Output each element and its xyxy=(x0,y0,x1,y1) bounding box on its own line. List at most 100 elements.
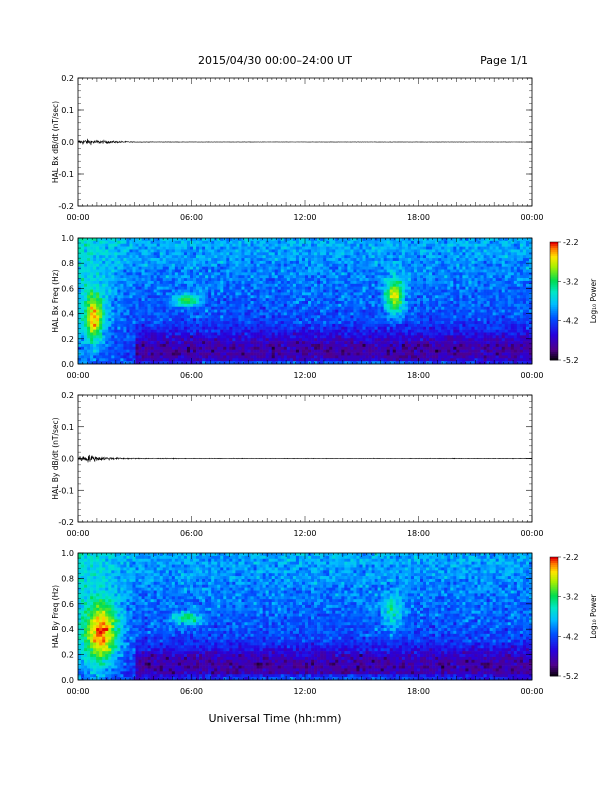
heatmap-cell xyxy=(117,278,121,282)
heatmap-cell xyxy=(177,298,182,302)
heatmap-cell xyxy=(295,315,300,319)
heatmap-cell xyxy=(341,332,345,336)
heatmap-cell xyxy=(314,255,318,259)
heatmap-cell xyxy=(84,258,88,262)
heatmap-cell xyxy=(259,263,263,267)
heatmap-cell xyxy=(277,243,282,247)
heatmap-cell xyxy=(205,341,209,345)
heatmap-cell xyxy=(341,321,345,325)
heatmap-cell xyxy=(214,258,218,262)
heatmap-cell xyxy=(117,346,121,350)
y-axis-label: HAL Bx dB/dt (nT/sec) xyxy=(51,101,60,183)
heatmap-cell xyxy=(217,329,221,333)
heatmap-cell xyxy=(332,326,336,330)
heatmap-cell xyxy=(377,343,381,348)
heatmap-cell xyxy=(232,252,236,256)
heatmap-cell xyxy=(150,332,154,336)
heatmap-cell xyxy=(171,278,176,282)
heatmap-cell xyxy=(368,321,372,325)
heatmap-cell xyxy=(317,295,321,299)
heatmap-cell xyxy=(350,309,354,313)
heatmap-cell xyxy=(202,361,206,365)
heatmap-cell xyxy=(229,283,233,287)
heatmap-cell xyxy=(389,303,394,308)
heatmap-cell xyxy=(211,323,215,328)
heatmap-cell xyxy=(153,243,157,247)
heatmap-cell xyxy=(280,278,285,282)
heatmap-cell xyxy=(286,240,291,245)
heatmap-cell xyxy=(84,312,88,316)
heatmap-cell xyxy=(202,255,206,259)
heatmap-cell xyxy=(111,258,115,262)
heatmap-cell xyxy=(229,346,233,350)
heatmap-cell xyxy=(374,275,378,279)
heatmap-cell xyxy=(99,252,103,256)
heatmap-cell xyxy=(317,323,321,328)
heatmap-cell xyxy=(129,321,133,325)
heatmap-cell xyxy=(159,361,164,365)
heatmap-cell xyxy=(259,352,263,356)
heatmap-cell xyxy=(295,361,300,365)
heatmap-cell xyxy=(96,266,100,270)
heatmap-cell xyxy=(262,306,266,310)
heatmap-cell xyxy=(105,286,109,290)
heatmap-cell xyxy=(90,312,94,316)
heatmap-cell xyxy=(162,309,167,313)
heatmap-cell xyxy=(238,361,242,365)
heatmap-cell xyxy=(214,318,218,322)
heatmap-cell xyxy=(329,240,333,245)
heatmap-cell xyxy=(208,318,212,322)
heatmap-cell xyxy=(368,269,372,273)
heatmap-cell xyxy=(165,306,170,310)
heatmap-cell xyxy=(162,266,167,270)
heatmap-cell xyxy=(229,255,233,259)
heatmap-cell xyxy=(189,246,194,250)
heatmap-cell xyxy=(289,323,294,328)
heatmap-cell xyxy=(123,312,127,316)
heatmap-cell xyxy=(120,263,124,267)
heatmap-cell xyxy=(341,309,345,313)
heatmap-cell xyxy=(111,346,115,350)
heatmap-cell xyxy=(398,326,403,330)
heatmap-cell xyxy=(247,238,251,242)
heatmap-cell xyxy=(205,329,209,333)
heatmap-cell xyxy=(326,238,330,242)
heatmap-cell xyxy=(332,329,336,333)
heatmap-cell xyxy=(268,249,273,253)
heatmap-cell xyxy=(238,243,242,247)
heatmap-cell xyxy=(120,318,124,322)
heatmap-cell xyxy=(383,240,388,245)
heatmap-cell xyxy=(232,335,236,339)
heatmap-cell xyxy=(265,289,269,293)
heatmap-cell xyxy=(159,312,164,316)
heatmap-cell xyxy=(156,280,161,285)
heatmap-cell xyxy=(338,329,342,333)
heatmap-cell xyxy=(271,298,276,302)
heatmap-cell xyxy=(84,289,88,293)
heatmap-cell xyxy=(298,321,303,325)
heatmap-cell xyxy=(117,306,121,310)
heatmap-cell xyxy=(144,341,148,345)
heatmap-cell xyxy=(102,260,106,265)
heatmap-cell xyxy=(314,312,318,316)
heatmap-cell xyxy=(268,269,273,273)
heatmap-cell xyxy=(301,329,306,333)
heatmap-cell xyxy=(320,338,324,342)
heatmap-cell xyxy=(259,275,263,279)
heatmap-cell xyxy=(111,349,115,353)
heatmap-cell xyxy=(238,240,242,245)
heatmap-cell xyxy=(177,332,182,336)
heatmap-cell xyxy=(126,263,130,267)
heatmap-cell xyxy=(211,258,215,262)
heatmap-cell xyxy=(196,312,200,316)
heatmap-cell xyxy=(389,312,394,316)
heatmap-cell xyxy=(386,263,391,267)
heatmap-cell xyxy=(205,303,209,308)
heatmap-cell xyxy=(262,263,266,267)
heatmap-cell xyxy=(108,283,112,287)
heatmap-cell xyxy=(235,335,239,339)
heatmap-cell xyxy=(377,341,381,345)
heatmap-cell xyxy=(147,323,151,328)
heatmap-cell xyxy=(87,312,91,316)
heatmap-cell xyxy=(338,301,342,305)
